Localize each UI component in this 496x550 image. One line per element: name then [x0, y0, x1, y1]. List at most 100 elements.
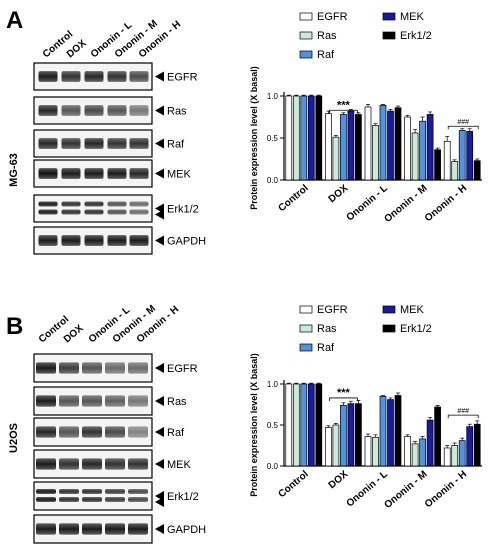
blot-band	[59, 362, 79, 374]
panel-a-letter: A	[6, 7, 23, 34]
blot-band	[59, 426, 79, 438]
blot-band	[59, 458, 79, 470]
blot-band	[128, 458, 148, 470]
bar	[411, 132, 419, 181]
blot-band	[38, 71, 58, 82]
blot-band	[128, 362, 148, 374]
legend-swatch-1	[299, 31, 313, 40]
blot-band	[107, 71, 127, 82]
panel-a-cell-line: MG-63	[8, 153, 20, 187]
blot-label-0: EGFR	[167, 72, 198, 84]
blot-band	[105, 395, 125, 407]
blot-band	[82, 523, 102, 535]
bar	[315, 95, 323, 181]
band-arrow	[155, 138, 164, 149]
bar	[347, 403, 355, 467]
blot-band	[84, 168, 104, 179]
bar	[300, 383, 308, 467]
y-tick-label: 0.5	[267, 134, 279, 143]
blot-band	[84, 201, 104, 207]
blot-band	[84, 138, 104, 149]
sig-label-dox: ***	[337, 387, 351, 399]
panel-a-western-blot: EGFR Ras Raf MEK Erk1/2 GAPDH	[33, 62, 206, 255]
legend-label-4: Erk1/2	[400, 323, 432, 335]
blot-box-4	[33, 194, 153, 223]
band-arrow	[155, 459, 164, 469]
legend-swatch-4	[382, 31, 396, 40]
blot-band	[36, 395, 56, 407]
x-category-label: Ononin - H	[423, 469, 469, 510]
bar	[404, 436, 411, 467]
bar	[387, 110, 394, 181]
blot-band	[59, 489, 79, 494]
legend-label-2: Raf	[317, 49, 335, 61]
blot-band	[38, 105, 58, 116]
blot-band	[84, 209, 104, 215]
blot-band	[129, 71, 149, 82]
bar	[332, 424, 340, 467]
band-arrow	[155, 363, 164, 373]
blot-band	[128, 426, 148, 438]
panel-b-letter: B	[6, 313, 23, 340]
blot-band	[36, 489, 56, 494]
blot-band	[129, 138, 149, 149]
blot-box-4	[33, 481, 153, 511]
sig-label-dox: ***	[337, 99, 351, 111]
sig-label-h: ###	[457, 408, 469, 415]
blot-label-1: Ras	[167, 106, 187, 118]
band-arrow	[155, 524, 164, 534]
y-tick-label: 1.0	[267, 380, 279, 389]
bar	[473, 160, 481, 181]
legend-label-3: MEK	[400, 304, 425, 316]
panel-a-condition-labels: Control DOX Ononin - L Ononin - M Ononin…	[41, 18, 183, 60]
blot-band	[129, 201, 149, 207]
blot-band	[129, 209, 149, 215]
blot-band	[107, 209, 127, 215]
blot-band	[61, 209, 81, 215]
blot-band	[84, 235, 104, 246]
blot-band	[38, 209, 58, 215]
band-arrow	[155, 105, 164, 116]
legend-label-0: EGFR	[317, 11, 348, 23]
legend-swatch-0	[299, 305, 313, 314]
blot-band	[107, 105, 127, 116]
blot-label-3: MEK	[167, 169, 192, 181]
bar	[315, 383, 323, 467]
blot-band	[36, 458, 56, 470]
band-arrow	[155, 71, 164, 82]
panel-b-cell-line: U2OS	[8, 423, 20, 453]
x-category-label: Ononin - H	[423, 183, 469, 224]
x-category-label: Ononin - M	[382, 469, 429, 511]
blot-band	[105, 523, 125, 535]
blot-band	[128, 395, 148, 407]
y-axis-label: Protein expression level (X basal)	[249, 66, 259, 210]
blot-label-4: Erk1/2	[167, 491, 199, 503]
blot-band	[36, 362, 56, 374]
blot-band	[105, 497, 125, 502]
blot-band	[36, 497, 56, 502]
blot-band	[105, 458, 125, 470]
bar	[285, 383, 293, 467]
x-category-label: Control	[276, 183, 310, 214]
bar	[426, 419, 434, 467]
bar	[355, 403, 362, 467]
bar	[379, 395, 387, 467]
bar	[394, 107, 402, 181]
y-tick-label: 1.0	[267, 92, 279, 101]
legend-swatch-3	[382, 12, 396, 21]
legend-label-0: EGFR	[317, 304, 348, 316]
blot-band	[59, 497, 79, 502]
bar	[332, 136, 340, 181]
blot-band	[82, 458, 102, 470]
legend-swatch-0	[299, 12, 313, 21]
y-tick-label: 0.0	[267, 462, 279, 471]
bar	[340, 114, 347, 181]
x-category-label: DOX	[327, 183, 351, 206]
band-arrow	[155, 497, 164, 507]
blot-band	[82, 362, 102, 374]
blot-label-2: Raf	[167, 427, 185, 439]
bar	[292, 383, 300, 467]
x-category-label: Ononin - M	[382, 183, 429, 225]
band-arrow	[155, 168, 164, 179]
